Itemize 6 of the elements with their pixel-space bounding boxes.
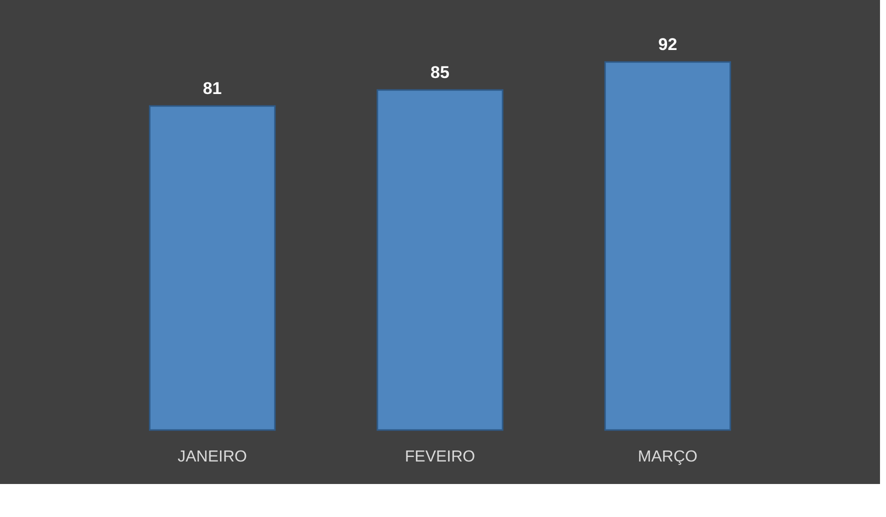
x-tick-label: FEVEIRO [404,448,476,466]
x-tick-label: JANEIRO [178,448,247,466]
data-label: 81 [202,79,222,98]
data-label: 92 [658,35,678,54]
data-label: 85 [430,63,450,82]
x-tick-label: MARÇO [638,448,698,466]
